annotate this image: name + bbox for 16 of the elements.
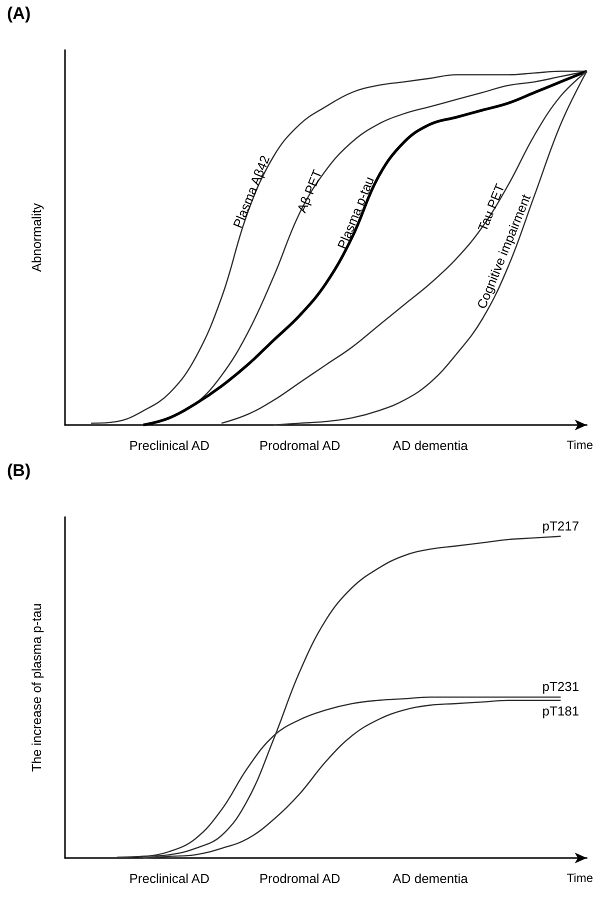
x-tick-label: Preclinical AD — [129, 871, 210, 886]
text: Aβ PET — [294, 167, 325, 215]
x-tick-label: Prodromal AD — [259, 438, 340, 453]
x-tick-label: AD dementia — [392, 438, 469, 453]
x-axis-title: Time — [566, 871, 594, 885]
chart-title: (A) — [7, 4, 31, 23]
y-axis-title: The increase of plasma p-tau — [29, 603, 44, 772]
x-tick-label: Prodromal AD — [259, 871, 340, 886]
x-tick-label: AD dementia — [392, 871, 469, 886]
y-axis-title: Abnormality — [29, 202, 44, 272]
series-label: pT231 — [542, 679, 580, 694]
x-tick-label: Preclinical AD — [129, 438, 210, 453]
series-label: pT181 — [542, 703, 580, 718]
chart-title: (B) — [7, 461, 31, 480]
x-axis-title: Time — [566, 438, 594, 452]
series-label: pT217 — [542, 518, 580, 534]
